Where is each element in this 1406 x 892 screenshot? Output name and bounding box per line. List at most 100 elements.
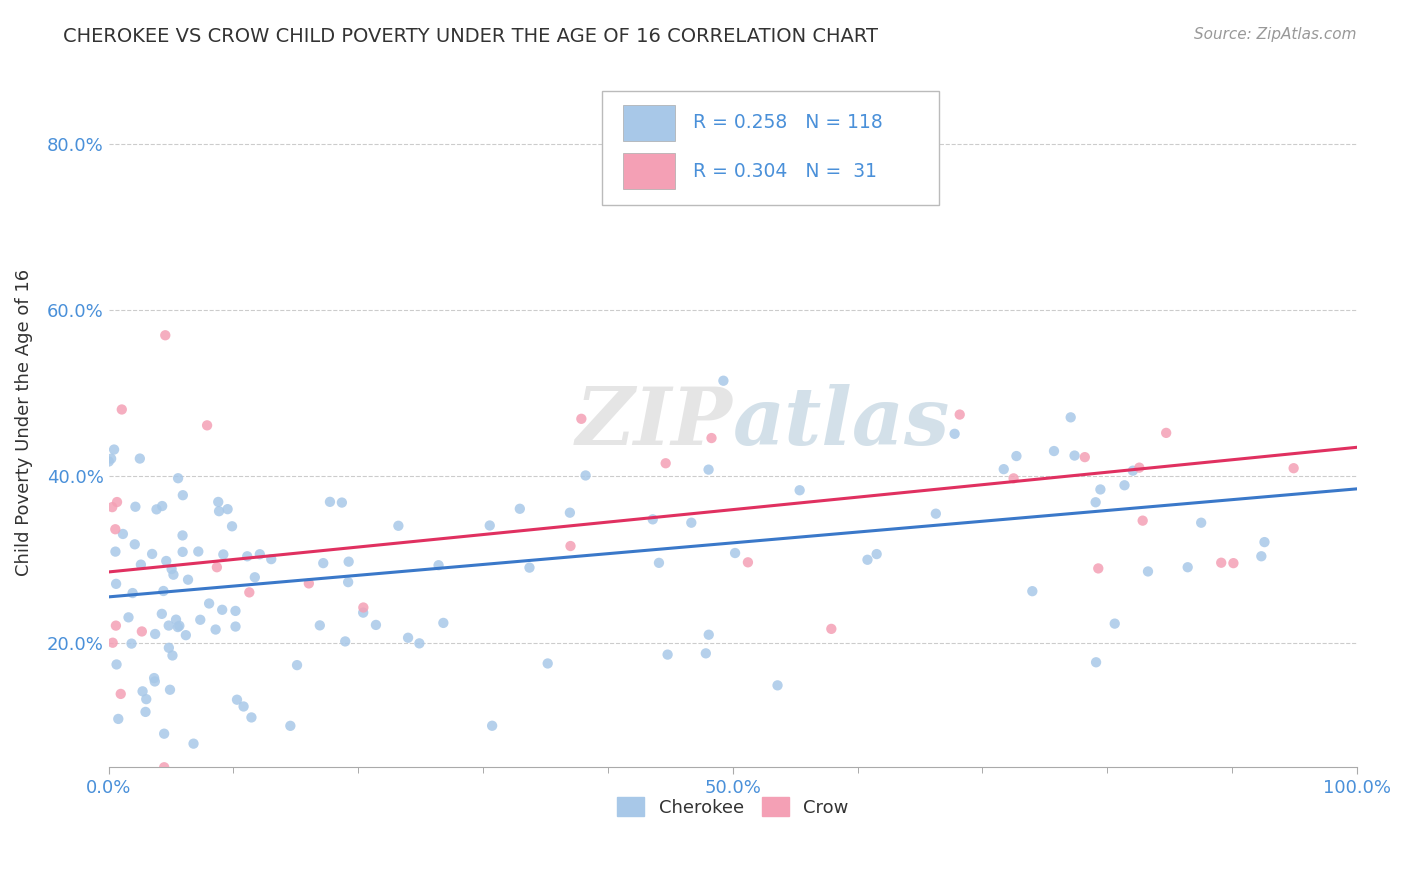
Point: [337, 575, 360, 590]
Point: [352, 600, 374, 615]
Text: R = 0.304   N =  31: R = 0.304 N = 31: [693, 161, 877, 181]
FancyBboxPatch shape: [602, 91, 939, 205]
Point: [681, 516, 703, 530]
Point: [205, 560, 228, 574]
Point: [657, 648, 679, 662]
Point: [697, 462, 720, 476]
Point: [188, 613, 211, 627]
Point: [117, 610, 139, 624]
Point: [155, 328, 177, 343]
Point: [232, 699, 254, 714]
Point: [574, 468, 596, 483]
Point: [150, 499, 173, 513]
Point: [478, 518, 501, 533]
Point: [335, 634, 357, 648]
Point: [143, 671, 166, 685]
Point: [432, 615, 454, 630]
Point: [1084, 495, 1107, 509]
Point: [481, 719, 503, 733]
Point: [128, 451, 150, 466]
Point: [308, 618, 330, 632]
Point: [1063, 449, 1085, 463]
Point: [260, 552, 283, 566]
Point: [1005, 449, 1028, 463]
Point: [97, 454, 120, 468]
Point: [285, 658, 308, 673]
Point: [993, 462, 1015, 476]
Point: [174, 628, 197, 642]
Point: [153, 727, 176, 741]
Point: [211, 603, 233, 617]
Point: [224, 604, 246, 618]
Point: [172, 488, 194, 502]
Point: [1222, 556, 1244, 570]
Point: [105, 657, 128, 672]
Legend: Cherokee, Crow: Cherokee, Crow: [610, 790, 856, 824]
Point: [103, 442, 125, 457]
Point: [212, 548, 235, 562]
Point: [866, 547, 889, 561]
Point: [789, 483, 811, 498]
Point: [236, 549, 259, 564]
Point: [1250, 549, 1272, 564]
Point: [162, 648, 184, 663]
Point: [101, 500, 124, 515]
Point: [695, 646, 717, 660]
Point: [157, 640, 180, 655]
Point: [105, 495, 128, 509]
Point: [249, 547, 271, 561]
Point: [225, 619, 247, 633]
Point: [387, 518, 409, 533]
Point: [1177, 560, 1199, 574]
Point: [1090, 483, 1112, 497]
Point: [240, 710, 263, 724]
Point: [820, 622, 842, 636]
Point: [152, 584, 174, 599]
Point: [1253, 535, 1275, 549]
Point: [243, 570, 266, 584]
Point: [298, 576, 321, 591]
Point: [396, 631, 419, 645]
Point: [107, 712, 129, 726]
Point: [648, 556, 671, 570]
Point: [943, 426, 966, 441]
Point: [856, 553, 879, 567]
Bar: [623, 105, 675, 141]
Point: [160, 562, 183, 576]
Point: [111, 402, 134, 417]
Bar: [623, 153, 675, 189]
Point: [1132, 514, 1154, 528]
Point: [949, 408, 972, 422]
Point: [121, 637, 143, 651]
Point: [208, 504, 231, 518]
Point: [330, 495, 353, 509]
Y-axis label: Child Poverty Under the Age of 16: Child Poverty Under the Age of 16: [15, 268, 32, 576]
Point: [519, 560, 541, 574]
Point: [1021, 584, 1043, 599]
Point: [569, 412, 592, 426]
Point: [150, 607, 173, 621]
Point: [724, 546, 747, 560]
Point: [1085, 655, 1108, 669]
Point: [558, 506, 581, 520]
Point: [697, 628, 720, 642]
Point: [1128, 460, 1150, 475]
Point: [641, 512, 664, 526]
Point: [280, 719, 302, 733]
Point: [427, 558, 450, 573]
Point: [1060, 410, 1083, 425]
Point: [217, 502, 239, 516]
Point: [1002, 471, 1025, 485]
Point: [134, 705, 156, 719]
Text: atlas: atlas: [733, 384, 950, 461]
Point: [238, 585, 260, 599]
Point: [1136, 565, 1159, 579]
Point: [110, 687, 132, 701]
Point: [352, 606, 374, 620]
Point: [121, 586, 143, 600]
Point: [364, 618, 387, 632]
Point: [737, 555, 759, 569]
Point: [105, 577, 128, 591]
Point: [157, 618, 180, 632]
Point: [165, 613, 187, 627]
